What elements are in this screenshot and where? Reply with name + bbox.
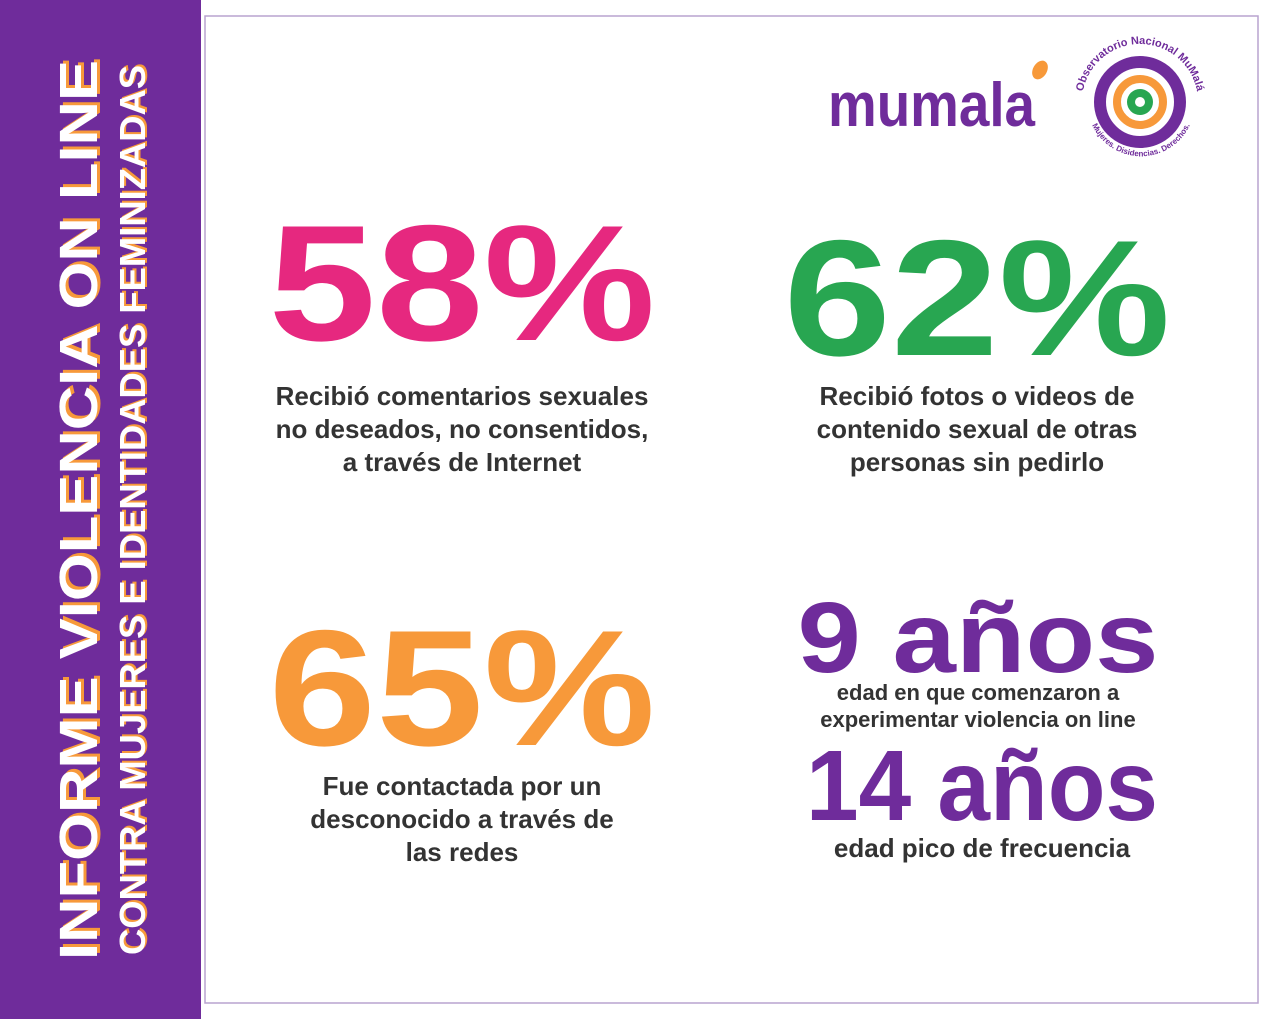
sidebar-title: INFORME VIOLENCIA ON LINE xyxy=(49,60,109,960)
stat-description: edad en que comenzaron a xyxy=(837,680,1120,705)
brand-logo: mumala xyxy=(828,71,1035,140)
butterfly xyxy=(1032,60,1048,80)
stat-description: personas sin pedirlo xyxy=(850,447,1104,477)
stat-description: Recibió comentarios sexuales xyxy=(276,381,649,411)
ring-center xyxy=(1135,97,1145,107)
sidebar-subtitle-shadow: CONTRA MUJERES E IDENTIDADES FEMINIZADAS xyxy=(114,63,155,953)
stat-description: Recibió fotos o videos de xyxy=(820,381,1135,411)
sidebar-title-shadow: INFORME VIOLENCIA ON LINE xyxy=(52,57,112,957)
stat-description: contenido sexual de otras xyxy=(817,414,1138,444)
sidebar xyxy=(0,0,201,1019)
stat-value: 58% xyxy=(269,191,656,375)
frame xyxy=(204,15,1259,1004)
stat-description: experimentar violencia on line xyxy=(820,707,1135,732)
stat-value: 14 años xyxy=(806,730,1158,842)
stat-description: edad pico de frecuencia xyxy=(834,833,1131,863)
stat-description: las redes xyxy=(406,837,519,867)
stat-description: desconocido a través de xyxy=(310,804,613,834)
ring-middle xyxy=(1113,75,1167,129)
sidebar-subtitle-group: CONTRA MUJERES E IDENTIDADES FEMINIZADAS… xyxy=(112,63,155,955)
stat-value: 62% xyxy=(784,206,1171,390)
stat-description: a través de Internet xyxy=(343,447,582,477)
stat-description: no deseados, no consentidos, xyxy=(276,414,649,444)
stat-description: Fue contactada por un xyxy=(323,771,602,801)
sidebar-subtitle: CONTRA MUJERES E IDENTIDADES FEMINIZADAS xyxy=(112,65,153,955)
stat-value: 65% xyxy=(269,596,656,780)
ring-outer xyxy=(1094,56,1186,148)
stat-value: 9 años xyxy=(798,582,1159,694)
sidebar-title-group: INFORME VIOLENCIA ON LINE INFORME VIOLEN… xyxy=(49,57,112,960)
